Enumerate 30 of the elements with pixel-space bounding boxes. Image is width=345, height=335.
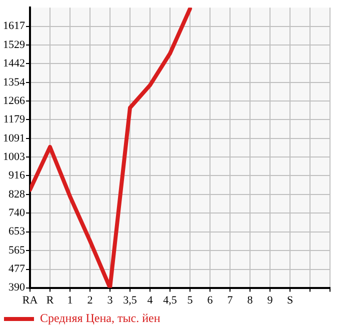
x-tick-label: 9	[267, 294, 274, 306]
y-tick-label: 740	[8, 207, 26, 220]
x-tick-label: 3	[107, 294, 114, 306]
y-tick-label: 565	[8, 244, 26, 256]
y-tick-label: 477	[8, 263, 26, 276]
y-tick-label: 1529	[3, 38, 26, 51]
y-tick-label: 653	[8, 226, 26, 238]
x-tick-label: 2	[87, 294, 93, 306]
y-tick-label: 828	[8, 188, 26, 200]
x-tick-label: 4,5	[163, 294, 178, 306]
x-tick-label: R	[46, 294, 54, 306]
y-tick-label: 1617	[3, 20, 26, 32]
x-tick-label: S	[286, 294, 294, 306]
x-tick-label: 5	[187, 294, 194, 306]
y-tick-label: 1354	[3, 76, 26, 88]
x-tick-label: 7	[227, 294, 234, 306]
y-tick-label: 390	[8, 282, 26, 294]
y-tick-label: 916	[8, 170, 26, 182]
x-tick-label: 6	[207, 294, 214, 306]
legend-label: Средняя Цена, тыс. йен	[40, 311, 161, 326]
x-tick-label: 3,5	[123, 294, 138, 306]
y-tick-label: 1442	[3, 58, 25, 70]
x-tick-label: 8	[247, 294, 254, 306]
y-tick-label: 1266	[3, 95, 26, 108]
y-tick-label: 1003	[3, 151, 26, 164]
x-tick-label: RA	[22, 294, 38, 306]
y-tick-label: 1091	[3, 132, 25, 144]
x-tick-label: 4	[147, 294, 154, 306]
y-tick-label: 1179	[3, 114, 26, 126]
x-tick-label: 1	[67, 294, 73, 306]
